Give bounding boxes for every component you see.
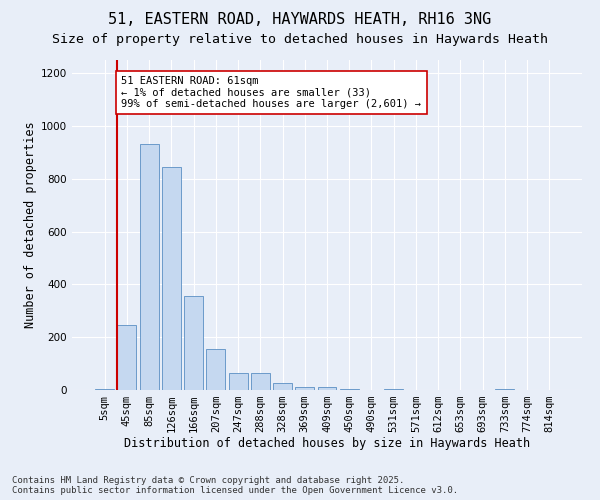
Bar — [229, 373, 248, 390]
Bar — [184, 296, 203, 390]
Text: 51 EASTERN ROAD: 61sqm
← 1% of detached houses are smaller (33)
99% of semi-deta: 51 EASTERN ROAD: 61sqm ← 1% of detached … — [121, 76, 421, 109]
X-axis label: Distribution of detached houses by size in Haywards Heath: Distribution of detached houses by size … — [124, 436, 530, 450]
Bar — [295, 387, 314, 390]
Bar — [206, 349, 225, 390]
Bar — [273, 382, 292, 390]
Bar — [140, 144, 158, 390]
Bar — [118, 326, 136, 390]
Bar — [340, 388, 359, 390]
Bar — [317, 387, 337, 390]
Y-axis label: Number of detached properties: Number of detached properties — [24, 122, 37, 328]
Bar — [251, 373, 270, 390]
Text: 51, EASTERN ROAD, HAYWARDS HEATH, RH16 3NG: 51, EASTERN ROAD, HAYWARDS HEATH, RH16 3… — [109, 12, 491, 28]
Bar — [162, 167, 181, 390]
Text: Size of property relative to detached houses in Haywards Heath: Size of property relative to detached ho… — [52, 32, 548, 46]
Text: Contains HM Land Registry data © Crown copyright and database right 2025.
Contai: Contains HM Land Registry data © Crown c… — [12, 476, 458, 495]
Bar — [95, 388, 114, 390]
Bar — [496, 388, 514, 390]
Bar — [384, 388, 403, 390]
